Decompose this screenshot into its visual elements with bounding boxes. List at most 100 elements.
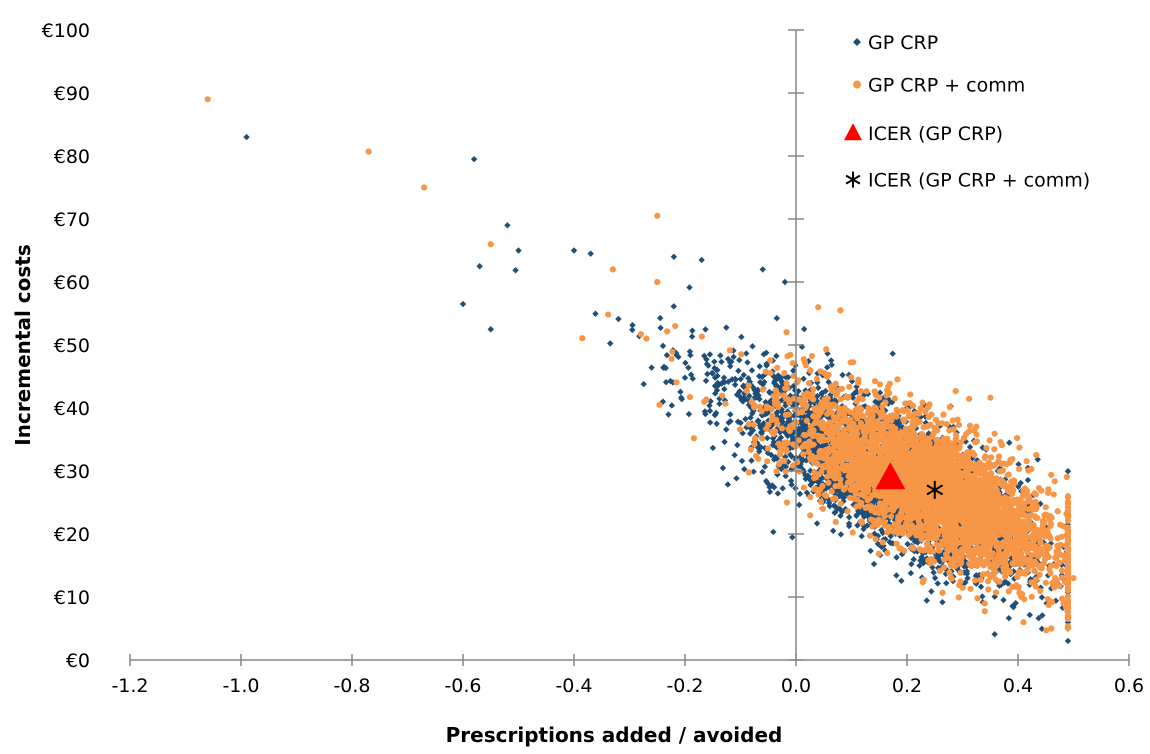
data-point bbox=[681, 374, 689, 381]
data-point bbox=[702, 326, 709, 333]
data-point bbox=[756, 379, 764, 386]
data-point bbox=[895, 505, 902, 513]
data-point bbox=[796, 426, 804, 433]
data-point bbox=[824, 364, 831, 371]
data-point bbox=[718, 358, 725, 366]
data-point bbox=[615, 315, 622, 323]
data-point bbox=[1042, 579, 1049, 586]
data-point bbox=[832, 518, 839, 526]
data-point bbox=[737, 375, 744, 383]
data-point bbox=[715, 381, 722, 389]
data-point bbox=[896, 419, 903, 427]
data-point bbox=[954, 566, 961, 573]
data-point bbox=[663, 351, 671, 359]
data-point bbox=[974, 595, 981, 602]
data-point bbox=[867, 547, 874, 555]
data-point bbox=[734, 418, 742, 425]
data-point bbox=[1024, 476, 1032, 484]
data-point bbox=[790, 372, 797, 380]
data-point bbox=[723, 324, 730, 331]
data-point bbox=[637, 331, 645, 338]
data-point bbox=[668, 402, 676, 409]
data-point bbox=[825, 378, 832, 386]
data-point bbox=[759, 411, 767, 419]
data-point bbox=[629, 326, 636, 334]
data-point bbox=[943, 579, 950, 587]
data-point bbox=[1036, 571, 1043, 578]
data-point bbox=[929, 440, 937, 447]
data-point bbox=[813, 375, 821, 382]
data-point bbox=[983, 444, 990, 452]
data-point bbox=[1016, 465, 1023, 473]
data-point bbox=[824, 350, 831, 357]
data-point bbox=[773, 315, 780, 322]
data-point bbox=[760, 422, 767, 430]
data-point bbox=[772, 454, 780, 461]
data-point bbox=[1064, 468, 1072, 475]
data-point bbox=[813, 520, 821, 527]
data-point bbox=[875, 513, 882, 520]
data-point bbox=[733, 475, 740, 482]
data-point bbox=[939, 598, 946, 606]
data-point bbox=[470, 155, 478, 163]
data-point bbox=[764, 434, 771, 442]
data-point bbox=[746, 392, 753, 400]
data-point bbox=[243, 133, 250, 141]
data-point bbox=[728, 358, 735, 365]
data-point bbox=[756, 395, 763, 403]
data-point bbox=[1063, 473, 1070, 481]
data-point bbox=[962, 579, 969, 586]
data-point bbox=[762, 477, 770, 485]
data-point bbox=[892, 418, 899, 425]
data-point bbox=[754, 388, 761, 395]
data-point bbox=[711, 358, 718, 365]
data-point bbox=[749, 343, 756, 350]
data-point bbox=[930, 569, 937, 576]
data-point bbox=[1035, 615, 1042, 622]
data-point bbox=[831, 509, 838, 516]
data-point bbox=[904, 466, 911, 473]
data-point bbox=[720, 374, 728, 381]
data-point bbox=[759, 266, 766, 273]
data-point bbox=[709, 370, 716, 377]
data-point bbox=[789, 436, 797, 444]
data-point bbox=[766, 488, 774, 496]
data-point bbox=[640, 380, 647, 388]
data-point bbox=[845, 514, 853, 521]
data-point bbox=[909, 533, 917, 540]
data-point bbox=[828, 429, 835, 436]
data-point bbox=[893, 540, 900, 547]
data-point bbox=[875, 516, 882, 523]
data-point bbox=[854, 522, 861, 529]
data-point bbox=[1005, 614, 1013, 622]
data-point bbox=[669, 379, 677, 386]
data-point bbox=[879, 539, 886, 546]
data-point bbox=[972, 577, 979, 584]
data-point bbox=[724, 481, 732, 488]
data-point bbox=[789, 534, 796, 541]
data-point bbox=[852, 490, 859, 497]
data-point bbox=[802, 424, 809, 432]
data-point bbox=[790, 427, 798, 434]
data-point bbox=[828, 488, 835, 495]
data-point bbox=[721, 385, 728, 393]
data-point bbox=[743, 350, 750, 357]
data-point bbox=[1047, 570, 1054, 577]
data-point bbox=[918, 553, 925, 561]
data-point bbox=[858, 532, 865, 540]
data-point bbox=[747, 446, 754, 453]
data-point bbox=[762, 398, 769, 406]
data-point bbox=[885, 400, 892, 407]
data-point bbox=[713, 420, 720, 427]
data-point bbox=[660, 363, 668, 371]
data-point bbox=[789, 402, 797, 409]
data-point bbox=[1028, 593, 1035, 600]
data-point bbox=[755, 392, 762, 399]
data-point bbox=[790, 412, 798, 419]
data-point bbox=[889, 540, 897, 547]
data-point bbox=[911, 538, 919, 545]
data-point bbox=[853, 388, 860, 395]
data-point bbox=[754, 418, 762, 425]
data-point bbox=[648, 364, 655, 371]
data-point bbox=[734, 441, 741, 449]
